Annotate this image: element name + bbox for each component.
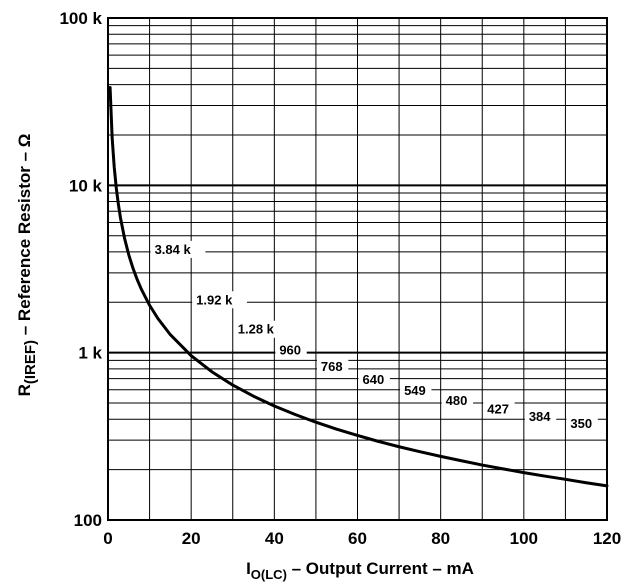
x-tick-label: 0	[103, 529, 112, 548]
grid	[108, 18, 607, 520]
annotation-text: 480	[446, 393, 468, 408]
annotation-text: 427	[487, 402, 509, 417]
annotation-label: 960	[275, 341, 307, 359]
annotation-label: 640	[358, 371, 390, 389]
annotations: 3.84 k 1.92 k 1.28 k 960 768 640 549 480 427 384 3…	[150, 240, 598, 432]
annotation-label: 768	[316, 357, 349, 375]
x-tick-label: 60	[348, 529, 367, 548]
annotation-label: 3.84 k	[150, 240, 206, 258]
annotation-text: 384	[529, 409, 551, 424]
y-tick-label: 1 k	[78, 344, 102, 363]
annotation-label: 1.92 k	[192, 291, 247, 309]
annotation-background	[316, 357, 349, 375]
annotation-label: 1.28 k	[233, 320, 289, 338]
annotation-text: 640	[363, 372, 385, 387]
annotation-label: 427	[483, 400, 515, 418]
annotation-label: 480	[441, 392, 474, 410]
annotation-background	[400, 382, 432, 400]
x-tick-label: 80	[431, 529, 450, 548]
annotation-text: 3.84 k	[155, 242, 192, 257]
series-line	[108, 86, 609, 488]
x-axis-label-sub: O(LC)	[251, 567, 287, 582]
annotation-text: 768	[321, 359, 343, 374]
annotation-background	[233, 320, 289, 338]
y-tick-label: 100 k	[59, 9, 102, 28]
plot-frame	[107, 17, 608, 521]
annotation-background	[441, 392, 474, 410]
annotation-text: 549	[404, 383, 426, 398]
annotation-label: 350	[566, 414, 598, 432]
x-axis-label-rest: – Output Current – mA	[287, 559, 474, 578]
annotation-background	[483, 400, 515, 418]
y-axis-label-rest: – Reference Resistor – Ω	[15, 134, 34, 340]
annotation-background	[566, 414, 598, 432]
y-tick-label: 10 k	[69, 176, 103, 195]
annotation-text: 1.28 k	[238, 322, 275, 337]
x-tick-label: 40	[265, 529, 284, 548]
annotation-background	[150, 240, 206, 258]
y-axis-label-sub: (IREF)	[22, 340, 39, 384]
x-axis-label-main: I	[246, 559, 251, 578]
annotation-background	[358, 371, 390, 389]
y-tick-labels: 100 1 k 10 k 100 k	[59, 9, 102, 530]
x-axis-label: IO(LC) – Output Current – mA	[246, 559, 474, 582]
annotation-background	[275, 341, 307, 359]
annotation-text: 960	[279, 343, 301, 358]
y-tick-label: 100	[74, 511, 102, 530]
y-axis-label-main: R	[15, 384, 34, 396]
annotation-text: 1.92 k	[196, 292, 233, 307]
annotation-text: 350	[570, 416, 592, 431]
annotation-background	[192, 291, 247, 309]
x-tick-label: 100	[510, 529, 538, 548]
series	[108, 86, 609, 488]
annotation-label: 384	[524, 408, 557, 426]
annotation-label: 549	[400, 382, 432, 400]
x-tick-labels: 0 20 40 60 80 100 120	[103, 529, 621, 548]
x-tick-label: 20	[182, 529, 201, 548]
y-axis-label: R(IREF) – Reference Resistor – Ω	[15, 134, 39, 397]
x-tick-label: 120	[593, 529, 621, 548]
annotation-background	[524, 408, 557, 426]
